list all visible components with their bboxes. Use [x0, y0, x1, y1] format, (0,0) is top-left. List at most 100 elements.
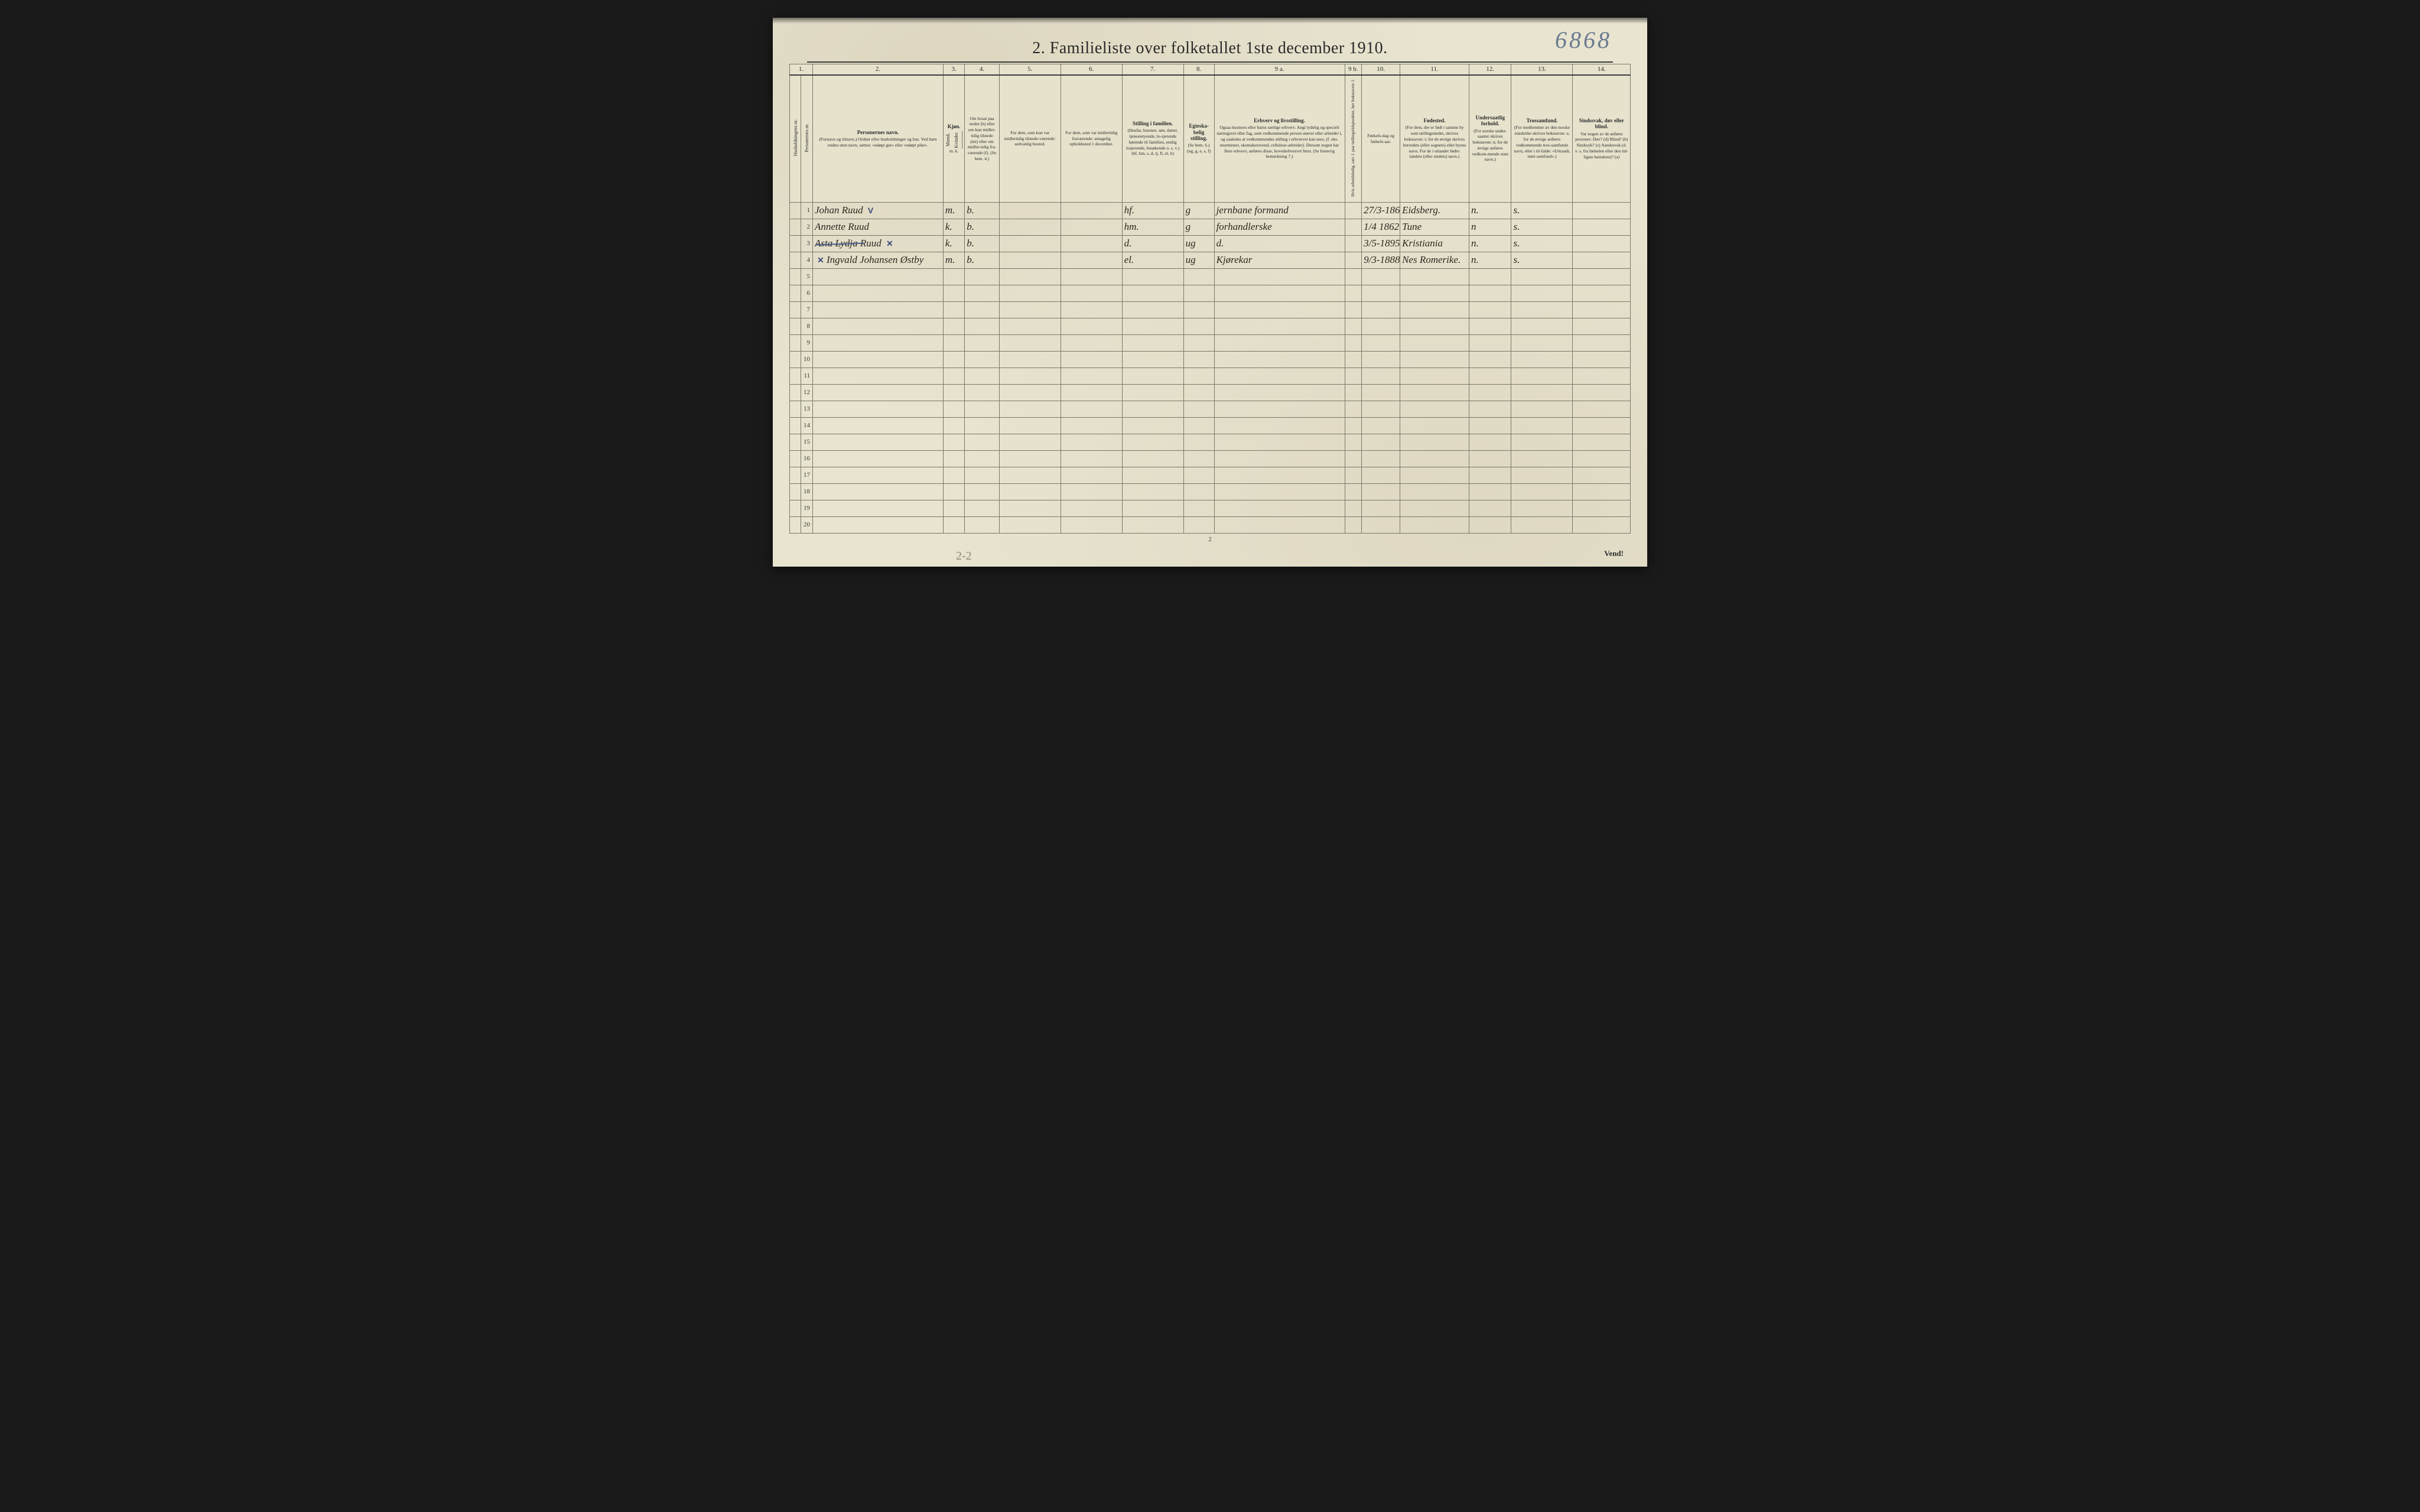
column-header-row: Husholdningens nr. Personernes nr. Perso…: [790, 75, 1631, 202]
cell-c6: [1061, 334, 1122, 351]
cell-stilling: [1122, 351, 1183, 368]
cell-name: ✕ Ingvald Johansen Østby: [812, 252, 943, 268]
cell-kjon: m.: [943, 252, 964, 268]
cell-personnr: 16: [801, 450, 812, 467]
cell-c6: [1061, 483, 1122, 500]
cell-kjon: [943, 268, 964, 285]
head-c9a-title: Erhverv og livsstilling.: [1216, 118, 1343, 123]
head-c9a-body: Ogsaa husmors eller barns særlige erhver…: [1216, 125, 1342, 159]
cell-fodested: Nes Romerike.: [1400, 252, 1469, 268]
table-row: 6: [790, 285, 1631, 301]
colnum-11: 11.: [1400, 64, 1469, 75]
cell-c5: [999, 351, 1061, 368]
cell-c5: [999, 268, 1061, 285]
cell-hushold: [790, 219, 801, 235]
cell-name: [812, 351, 943, 368]
cell-egteskab: [1183, 516, 1214, 533]
cell-fodested: Eidsberg.: [1400, 202, 1469, 219]
cell-egteskab: [1183, 285, 1214, 301]
head-c14-title: Sindssvak, døv eller blind.: [1575, 118, 1628, 130]
title-rule: [807, 61, 1613, 63]
cell-hushold: [790, 483, 801, 500]
cell-c5: [999, 202, 1061, 219]
cell-tros: [1511, 467, 1573, 483]
cell-erhverv: [1214, 483, 1345, 500]
cell-name: Johan Ruud V: [812, 202, 943, 219]
cell-personnr: 5: [801, 268, 812, 285]
cell-tros: [1511, 516, 1573, 533]
head-c5-body: For dem, som kun var midlertidig tilsted…: [1004, 130, 1056, 147]
cell-9b: [1345, 467, 1362, 483]
cell-hushold: [790, 318, 801, 334]
cell-fodested: [1400, 417, 1469, 434]
cell-fodsel: [1362, 268, 1400, 285]
cell-tros: [1511, 401, 1573, 417]
table-row: 8: [790, 318, 1631, 334]
cell-name: [812, 384, 943, 401]
cell-c5: [999, 235, 1061, 252]
cell-fodested: [1400, 384, 1469, 401]
cell-9b: [1345, 268, 1362, 285]
head-fodested: Fødested. (For dem, der er født i samme …: [1400, 75, 1469, 202]
cell-personnr: 4: [801, 252, 812, 268]
cell-undersaat: n.: [1469, 235, 1511, 252]
cell-personnr: 19: [801, 500, 812, 516]
cell-sindssvak: [1573, 483, 1631, 500]
cell-bosat: [965, 516, 999, 533]
cell-erhverv: [1214, 434, 1345, 450]
cell-stilling: [1122, 417, 1183, 434]
colnum-10: 10.: [1362, 64, 1400, 75]
cell-stilling: [1122, 268, 1183, 285]
cell-erhverv: [1214, 334, 1345, 351]
cell-kjon: [943, 285, 964, 301]
cell-9b: [1345, 500, 1362, 516]
cell-personnr: 6: [801, 285, 812, 301]
cell-egteskab: [1183, 500, 1214, 516]
cell-c6: [1061, 202, 1122, 219]
table-row: 18: [790, 483, 1631, 500]
cell-tros: [1511, 301, 1573, 318]
cell-stilling: [1122, 450, 1183, 467]
cell-sindssvak: [1573, 516, 1631, 533]
cell-egteskab: [1183, 318, 1214, 334]
cell-personnr: 10: [801, 351, 812, 368]
cell-egteskab: g: [1183, 202, 1214, 219]
cell-egteskab: [1183, 417, 1214, 434]
head-navn-title: Personernes navn.: [815, 129, 941, 135]
cell-erhverv: [1214, 351, 1345, 368]
cell-stilling: [1122, 318, 1183, 334]
cell-hushold: [790, 500, 801, 516]
cell-fodested: [1400, 268, 1469, 285]
table-row: 20: [790, 516, 1631, 533]
cell-personnr: 15: [801, 434, 812, 450]
cell-fodsel: [1362, 467, 1400, 483]
cell-hushold: [790, 434, 801, 450]
cell-bosat: [965, 268, 999, 285]
cell-egteskab: ug: [1183, 252, 1214, 268]
cell-hushold: [790, 417, 801, 434]
cell-fodested: [1400, 516, 1469, 533]
colnum-9b: 9 b.: [1345, 64, 1362, 75]
cell-fodsel: [1362, 384, 1400, 401]
cell-hushold: [790, 516, 801, 533]
cell-kjon: [943, 450, 964, 467]
cell-personnr: 13: [801, 401, 812, 417]
cell-fodested: [1400, 401, 1469, 417]
cell-stilling: [1122, 467, 1183, 483]
cell-erhverv: [1214, 318, 1345, 334]
cell-tros: [1511, 268, 1573, 285]
head-c7-body: (Husfar, husmor, søn, datter, tjenestety…: [1126, 128, 1179, 156]
cell-kjon: [943, 500, 964, 516]
cell-fodested: Tune: [1400, 219, 1469, 235]
cell-c6: [1061, 268, 1122, 285]
cell-c6: [1061, 417, 1122, 434]
cell-kjon: [943, 434, 964, 450]
cell-stilling: [1122, 368, 1183, 384]
cell-personnr: 9: [801, 334, 812, 351]
cell-fodsel: [1362, 351, 1400, 368]
cell-fodested: [1400, 318, 1469, 334]
cell-c5: [999, 467, 1061, 483]
cell-undersaat: [1469, 500, 1511, 516]
cell-bosat: [965, 483, 999, 500]
cell-bosat: b.: [965, 219, 999, 235]
